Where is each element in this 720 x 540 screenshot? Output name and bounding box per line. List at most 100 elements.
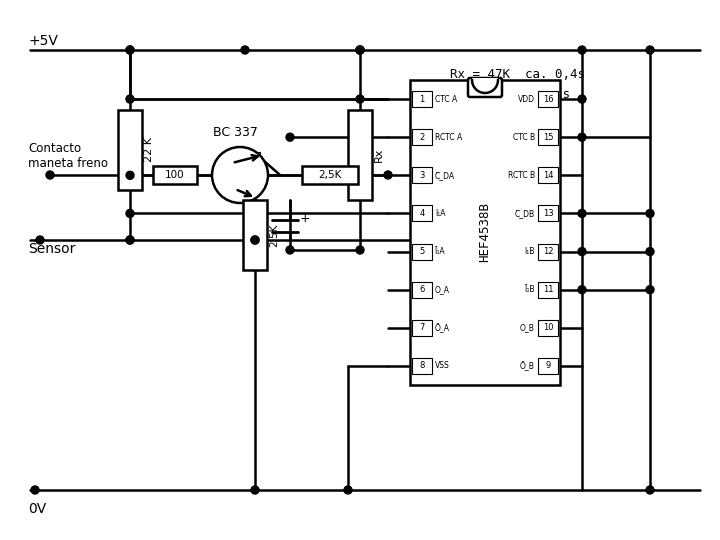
Text: 10uF: 10uF: [240, 243, 268, 253]
Text: Sensor: Sensor: [28, 242, 76, 256]
Circle shape: [356, 46, 364, 54]
Bar: [472, 78, 498, 81]
Text: 4: 4: [419, 209, 425, 218]
Text: RCTC A: RCTC A: [435, 133, 462, 141]
Text: 13: 13: [543, 209, 553, 218]
Text: +5V: +5V: [28, 34, 58, 48]
Text: Ī₀A: Ī₀A: [435, 247, 446, 256]
Text: 2: 2: [419, 133, 425, 141]
Circle shape: [251, 236, 259, 244]
Text: O_A: O_A: [435, 285, 450, 294]
Text: Ī₀B: Ī₀B: [524, 285, 535, 294]
Bar: [153, 166, 197, 184]
Bar: [538, 167, 558, 183]
Circle shape: [344, 486, 352, 494]
Circle shape: [578, 95, 586, 103]
Text: 12: 12: [543, 247, 553, 256]
Circle shape: [251, 236, 259, 244]
Bar: [348, 110, 372, 200]
FancyBboxPatch shape: [468, 78, 502, 97]
Circle shape: [126, 95, 134, 103]
Circle shape: [578, 210, 586, 218]
Text: 14: 14: [543, 171, 553, 180]
Circle shape: [36, 236, 44, 244]
Bar: [412, 205, 432, 221]
Bar: [538, 358, 558, 374]
Circle shape: [126, 236, 134, 244]
Text: 6: 6: [419, 285, 425, 294]
Text: Rx = 100K ca. 1s: Rx = 100K ca. 1s: [450, 89, 570, 102]
Bar: [412, 91, 432, 107]
Circle shape: [356, 46, 364, 54]
Text: CTC A: CTC A: [435, 94, 457, 104]
Text: Contacto
maneta freno: Contacto maneta freno: [28, 142, 108, 170]
Text: VSS: VSS: [435, 361, 450, 370]
Text: Rx = 47K  ca. 0,4s: Rx = 47K ca. 0,4s: [450, 69, 585, 82]
Circle shape: [251, 486, 259, 494]
Circle shape: [126, 210, 134, 218]
Bar: [538, 91, 558, 107]
Bar: [412, 244, 432, 260]
Circle shape: [578, 133, 586, 141]
Text: 11: 11: [543, 285, 553, 294]
Text: 8: 8: [419, 361, 425, 370]
Text: 9: 9: [545, 361, 551, 370]
Circle shape: [241, 46, 249, 54]
Bar: [412, 167, 432, 183]
Circle shape: [578, 247, 586, 255]
Text: 1: 1: [419, 94, 425, 104]
Circle shape: [578, 286, 586, 294]
Text: 2,5K: 2,5K: [269, 224, 279, 247]
Bar: [538, 129, 558, 145]
Text: Ō_B: Ō_B: [520, 361, 535, 371]
Text: HEF4538B: HEF4538B: [479, 202, 492, 262]
Text: BC 337: BC 337: [212, 126, 258, 139]
Circle shape: [646, 286, 654, 294]
Circle shape: [286, 133, 294, 141]
Text: O_B: O_B: [520, 323, 535, 332]
Text: CTC B: CTC B: [513, 133, 535, 141]
Text: Ō_A: Ō_A: [435, 323, 450, 333]
Text: +: +: [300, 212, 310, 225]
Text: 5: 5: [419, 247, 425, 256]
Bar: [118, 110, 142, 190]
Bar: [538, 320, 558, 336]
Text: RCTC B: RCTC B: [508, 171, 535, 180]
Bar: [470, 79, 500, 94]
Text: 15: 15: [543, 133, 553, 141]
Text: 2,5K: 2,5K: [318, 170, 342, 180]
Text: I₁A: I₁A: [435, 209, 446, 218]
Circle shape: [126, 46, 134, 54]
Text: 100: 100: [165, 170, 185, 180]
Bar: [412, 282, 432, 298]
Text: C̄_DA: C̄_DA: [435, 171, 455, 180]
Bar: [538, 244, 558, 260]
Circle shape: [356, 46, 364, 54]
Circle shape: [212, 147, 268, 203]
Text: 16: 16: [543, 94, 553, 104]
Bar: [412, 129, 432, 145]
Circle shape: [646, 486, 654, 494]
Bar: [243, 200, 267, 270]
Circle shape: [356, 95, 364, 103]
Text: 10: 10: [543, 323, 553, 332]
Circle shape: [286, 246, 294, 254]
Bar: [412, 358, 432, 374]
Bar: [412, 320, 432, 336]
Text: Rx: Rx: [374, 148, 384, 162]
Text: 3: 3: [419, 171, 425, 180]
Text: 0V: 0V: [28, 502, 46, 516]
Circle shape: [578, 46, 586, 54]
Bar: [538, 205, 558, 221]
Circle shape: [646, 247, 654, 255]
Circle shape: [126, 46, 134, 54]
Circle shape: [646, 210, 654, 218]
Bar: [302, 166, 358, 184]
Text: C̄_DB: C̄_DB: [515, 209, 535, 218]
Circle shape: [646, 46, 654, 54]
Text: 22 K: 22 K: [144, 138, 154, 163]
Circle shape: [126, 171, 134, 179]
Circle shape: [384, 171, 392, 179]
Circle shape: [46, 171, 54, 179]
Text: I₁B: I₁B: [525, 247, 535, 256]
